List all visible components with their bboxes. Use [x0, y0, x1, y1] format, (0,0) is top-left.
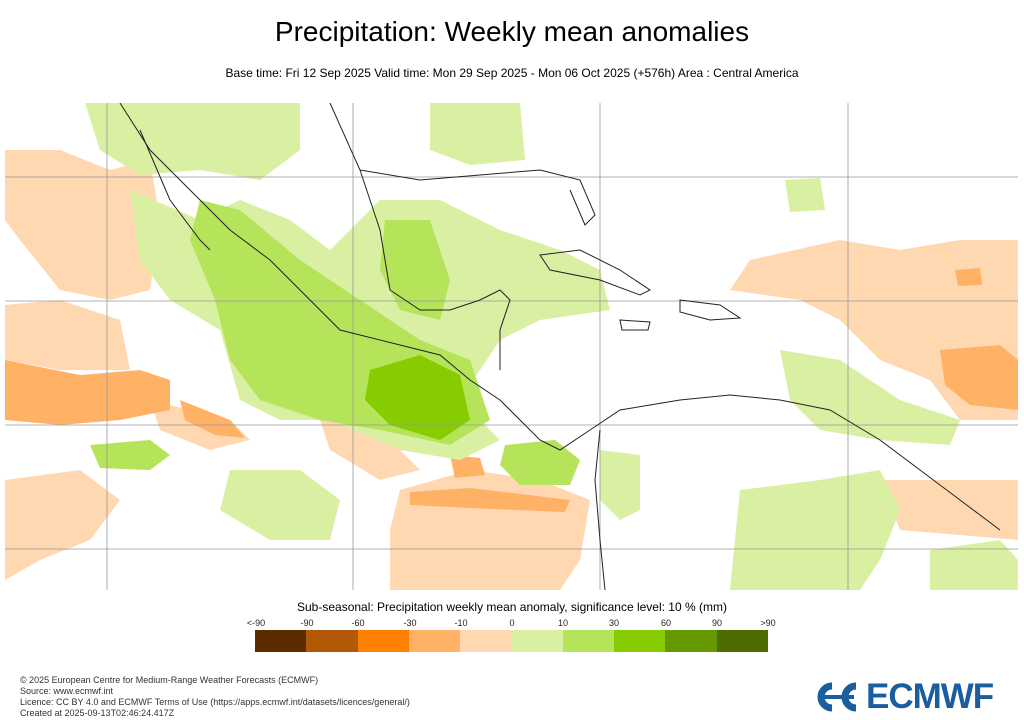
- footer: © 2025 European Centre for Medium-Range …: [20, 675, 410, 719]
- chart-title: Precipitation: Weekly mean anomalies: [274, 16, 750, 47]
- precipitation-anomaly-map: [5, 103, 1018, 590]
- field-neg-medium: [940, 345, 1018, 410]
- legend-label: 10: [557, 618, 569, 628]
- field-pos-light: [220, 470, 340, 540]
- legend-swatch-3: [408, 630, 461, 652]
- licence: Licence: CC BY 4.0 and ECMWF Terms of Us…: [20, 697, 410, 707]
- field-pos-light: [785, 178, 825, 212]
- copyright: © 2025 European Centre for Medium-Range …: [20, 675, 319, 685]
- field-pos-medium: [90, 440, 170, 470]
- field-neg-light: [5, 300, 130, 370]
- field-pos-light: [85, 103, 300, 180]
- field-neg-medium: [955, 268, 982, 286]
- legend-title: Sub-seasonal: Precipitation weekly mean …: [297, 600, 727, 614]
- ecmwf-logo-icon: [817, 682, 857, 712]
- legend-swatch-0: [255, 630, 307, 652]
- field-neg-light: [320, 420, 420, 480]
- legend-colorbar: [255, 630, 768, 652]
- legend-label: >90: [760, 618, 776, 628]
- legend-swatch-8: [665, 630, 717, 652]
- legend-swatch-5: [511, 630, 563, 652]
- field-neg-light: [390, 470, 590, 590]
- coastlines: [119, 103, 1001, 590]
- legend-swatch-9: [716, 630, 768, 652]
- field-neg-light: [880, 480, 1018, 540]
- legend-label: 30: [608, 618, 620, 628]
- legend-label: <-90: [246, 618, 266, 628]
- legend-label: 60: [660, 618, 672, 628]
- field-neg-medium: [180, 400, 245, 438]
- legend-swatch-2: [357, 630, 409, 652]
- field-pos-light: [730, 470, 900, 590]
- field-pos-light: [780, 350, 960, 445]
- legend-label: 0: [509, 618, 515, 628]
- legend-label: -60: [351, 618, 365, 628]
- field-neg-light: [5, 150, 160, 300]
- legend-label: -10: [454, 618, 468, 628]
- field-neg-medium: [450, 455, 485, 478]
- legend-swatch-6: [562, 630, 615, 652]
- field-neg-light: [5, 470, 120, 580]
- field-pos-medium: [500, 440, 580, 485]
- legend-swatch-1: [306, 630, 358, 652]
- chart-subtitle: Base time: Fri 12 Sep 2025 Valid time: M…: [225, 66, 799, 80]
- field-pos-light: [600, 450, 640, 520]
- field-neg-medium: [410, 488, 570, 512]
- legend-label: -30: [403, 618, 417, 628]
- field-pos-light: [430, 103, 525, 165]
- legend-label: 90: [711, 618, 723, 628]
- field-pos-strong: [365, 355, 470, 440]
- anomaly-fields: [5, 103, 1018, 590]
- source: Source: www.ecmwf.int: [20, 686, 114, 696]
- field-pos-light: [930, 540, 1018, 590]
- ecmwf-logo-text: ECMWF: [866, 677, 994, 716]
- gridlines: [5, 103, 1018, 590]
- created-at: Created at 2025-09-13T02:46:24.417Z: [20, 708, 175, 718]
- legend-swatch-4: [460, 630, 512, 652]
- field-neg-medium: [5, 360, 170, 425]
- ecmwf-logo: ECMWF: [814, 677, 994, 717]
- legend-label: -90: [300, 618, 314, 628]
- legend-swatch-7: [614, 630, 666, 652]
